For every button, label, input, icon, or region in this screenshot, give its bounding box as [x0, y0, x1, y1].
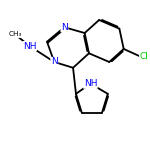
Text: NH: NH [84, 79, 97, 88]
Text: NH: NH [23, 42, 36, 51]
Text: N: N [61, 23, 68, 32]
Text: CH₃: CH₃ [9, 32, 22, 38]
Text: Cl: Cl [140, 52, 148, 61]
Text: N: N [51, 57, 58, 66]
